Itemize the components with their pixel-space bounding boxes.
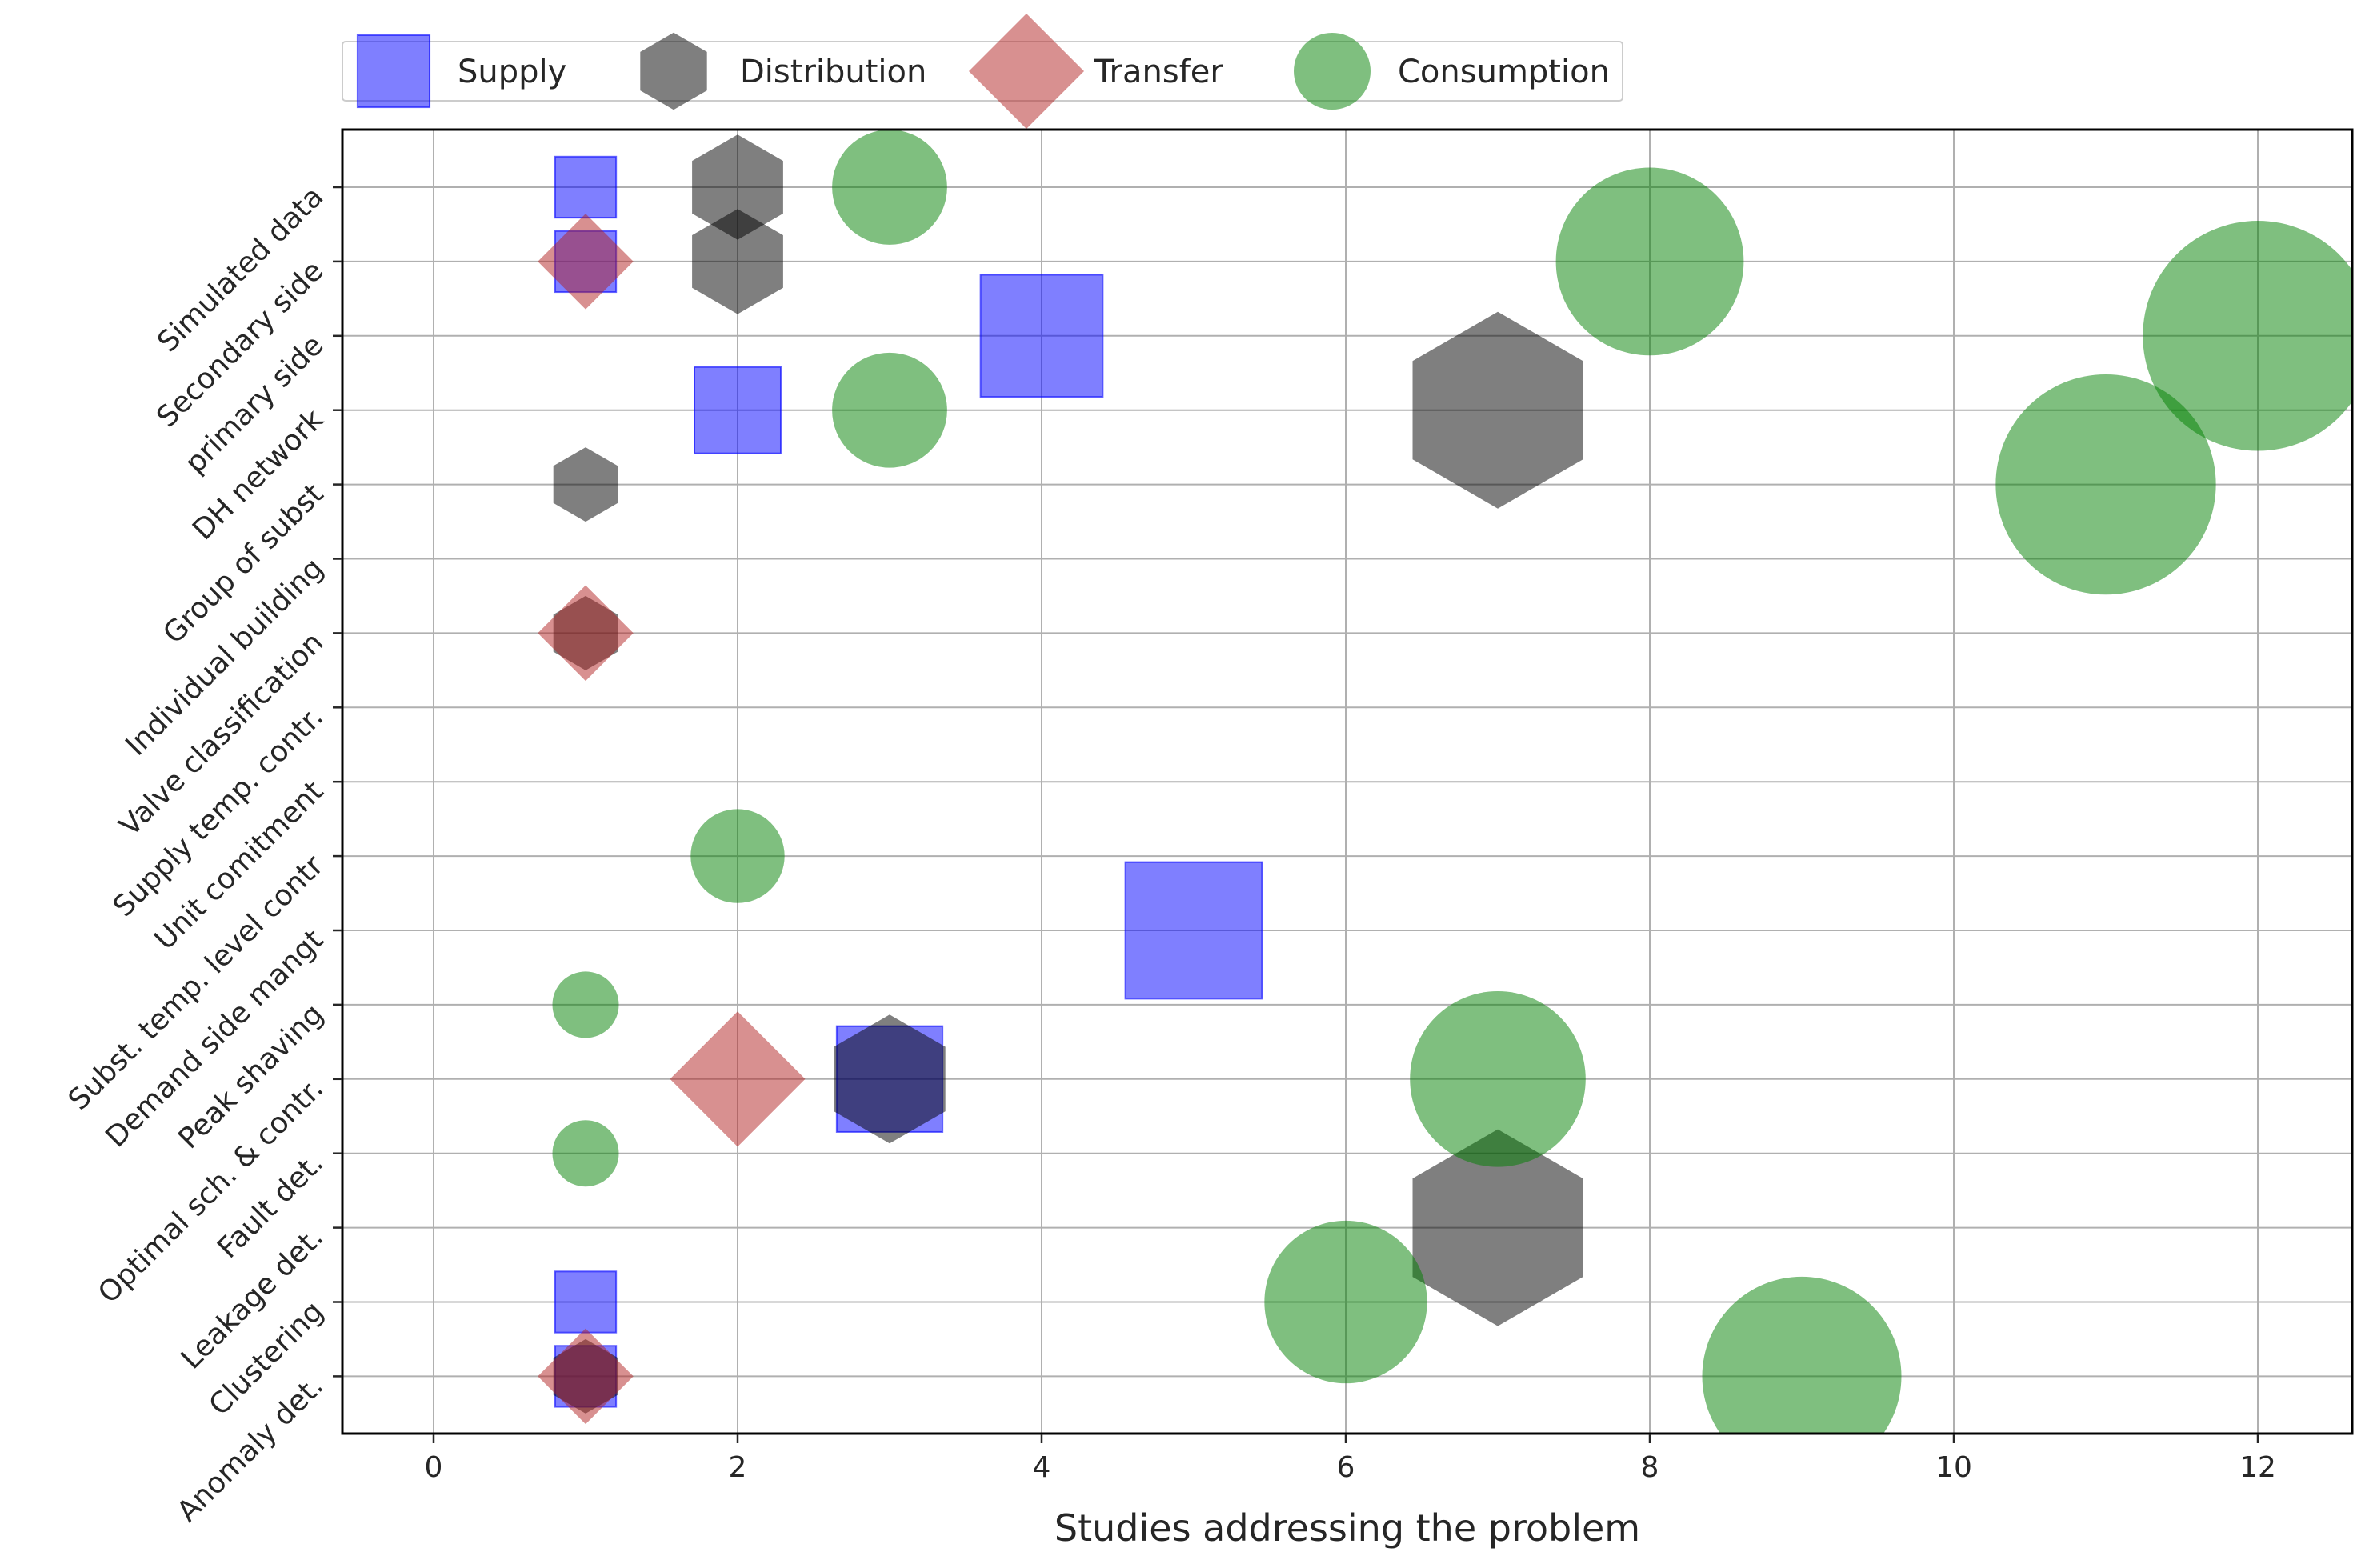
legend-transfer-diamond-icon [969, 14, 1084, 129]
x-axis-ticks: 0 2 4 6 8 10 12 [425, 1434, 2276, 1484]
distribution-marker [553, 447, 618, 522]
transfer-marker [538, 214, 634, 310]
x-tick-label: 0 [425, 1451, 443, 1484]
transfer-marker [670, 1011, 806, 1147]
consumption-marker [690, 809, 785, 903]
legend-label-supply: Supply [458, 54, 566, 90]
supply-marker [979, 274, 1104, 398]
x-axis-label: Studies addressing the problem [1054, 1506, 1640, 1550]
consumption-marker [832, 130, 947, 245]
x-tick-label: 6 [1337, 1451, 1355, 1484]
distribution-marker [1412, 311, 1583, 509]
legend-consumption-circle-icon [1294, 33, 1371, 110]
consumption-marker [552, 971, 619, 1038]
legend: Supply Distribution Transfer Consumption [342, 14, 1623, 129]
grid-lines [342, 130, 2352, 1434]
consumption-marker [1410, 991, 1586, 1167]
consumption-marker [832, 352, 947, 468]
legend-label-distribution: Distribution [740, 54, 926, 90]
legend-supply-square-icon [356, 34, 431, 109]
x-tick-label: 2 [729, 1451, 747, 1484]
data-marks [538, 130, 2352, 1434]
legend-label-transfer: Transfer [1094, 54, 1223, 90]
distribution-marker [692, 134, 783, 240]
legend-label-consumption: Consumption [1398, 54, 1610, 90]
legend-distribution-hexagon-icon [640, 32, 707, 110]
x-tick-label: 12 [2239, 1451, 2276, 1484]
supply-marker [554, 155, 618, 219]
supply-marker [694, 366, 782, 454]
distribution-marker [692, 209, 783, 314]
x-tick-label: 4 [1033, 1451, 1051, 1484]
x-tick-label: 8 [1641, 1451, 1659, 1484]
consumption-marker [1264, 1220, 1427, 1384]
consumption-marker [2143, 221, 2352, 451]
distribution-marker [1412, 1129, 1583, 1326]
x-tick-label: 10 [1935, 1451, 1972, 1484]
supply-marker [1124, 861, 1263, 1000]
consumption-marker [1555, 167, 1744, 356]
consumption-marker [1702, 1276, 1902, 1434]
consumption-marker [1995, 374, 2216, 595]
transfer-marker [538, 1328, 634, 1425]
transfer-marker [538, 585, 634, 682]
consumption-marker [552, 1120, 619, 1187]
supply-marker [554, 1270, 618, 1334]
distribution-marker [834, 1014, 946, 1144]
